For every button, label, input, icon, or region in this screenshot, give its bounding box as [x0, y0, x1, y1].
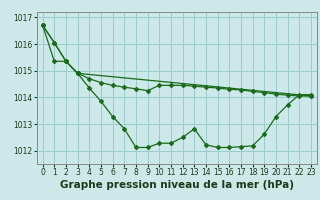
X-axis label: Graphe pression niveau de la mer (hPa): Graphe pression niveau de la mer (hPa) — [60, 180, 294, 190]
